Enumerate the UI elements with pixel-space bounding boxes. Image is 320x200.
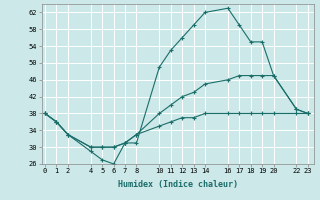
X-axis label: Humidex (Indice chaleur): Humidex (Indice chaleur): [118, 180, 237, 189]
